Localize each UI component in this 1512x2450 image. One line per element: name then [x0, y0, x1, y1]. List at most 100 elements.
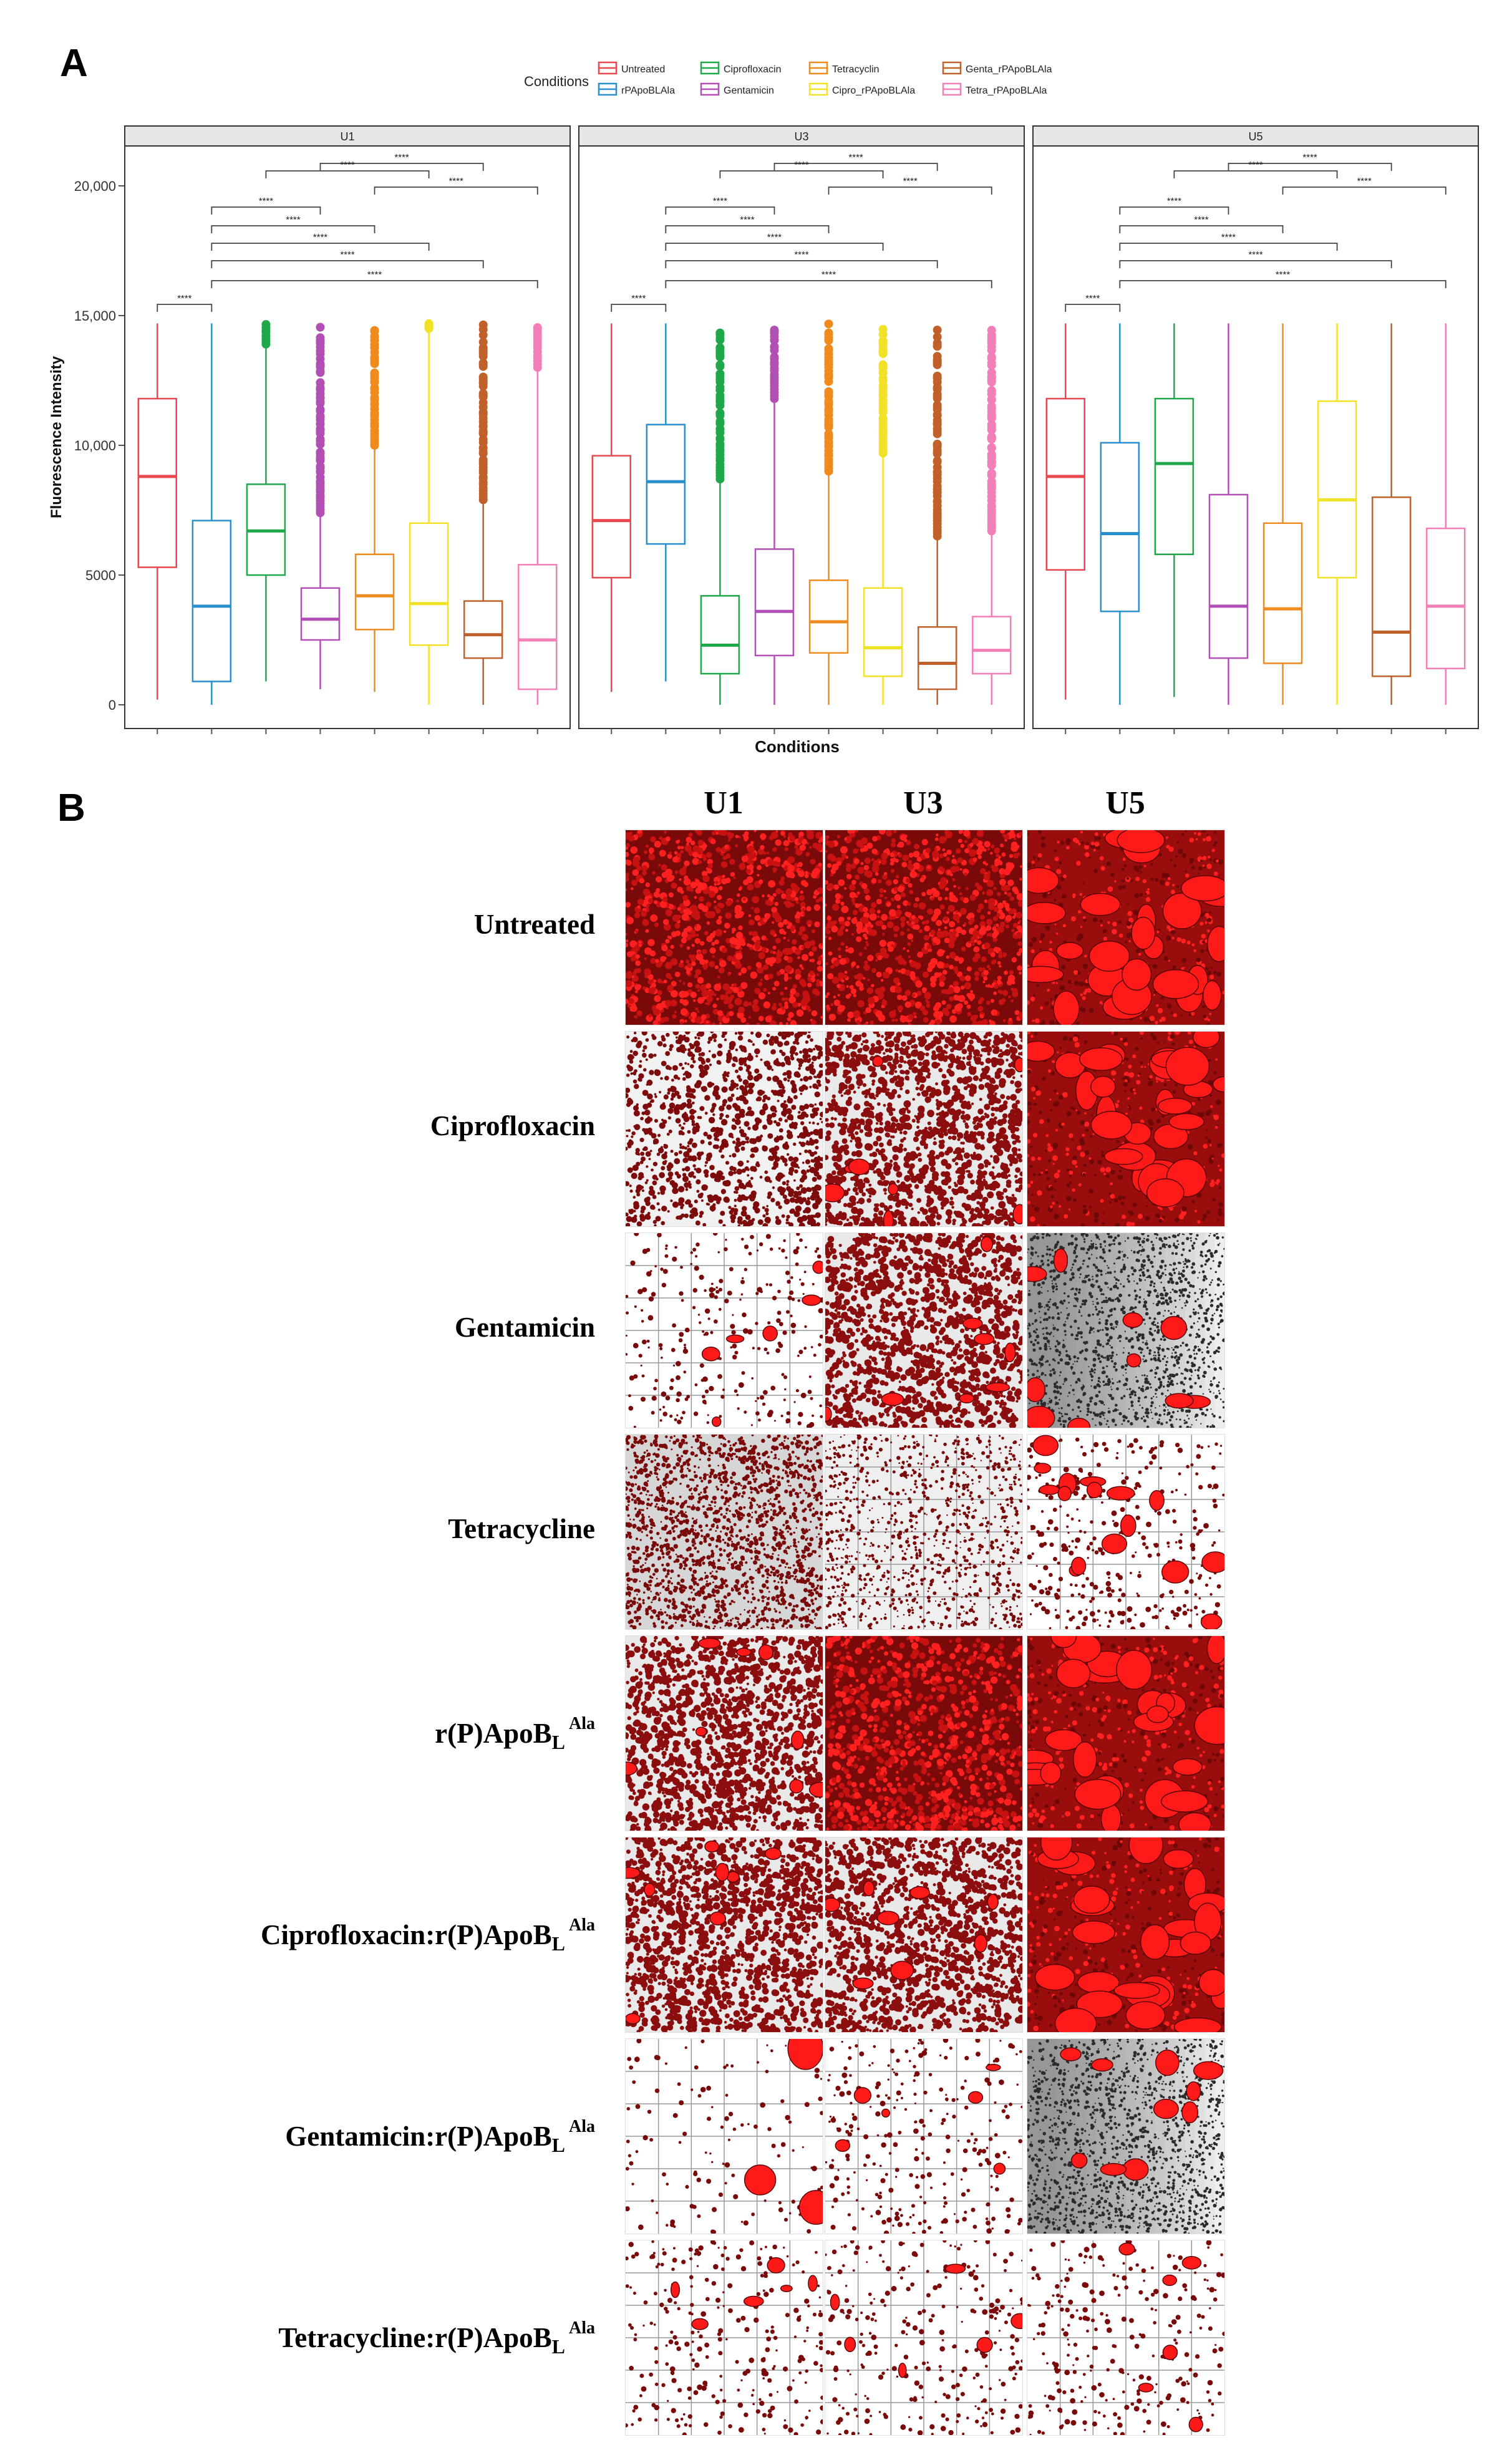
column-header-u5: U5 — [1027, 785, 1224, 821]
micrograph-image — [1027, 1636, 1224, 1831]
row-label-name: Gentamicin:r(P)ApoB — [285, 2121, 551, 2152]
outlier-point — [316, 378, 325, 387]
y-tick-label: 0 — [109, 697, 116, 713]
micrograph-image — [626, 1032, 823, 1226]
box-iqr — [191, 520, 232, 682]
bracket-line — [1119, 206, 1229, 215]
significance-stars: **** — [1221, 232, 1236, 243]
outlier-point — [987, 469, 996, 478]
significance-stars: **** — [821, 269, 836, 280]
significance-bracket: **** — [1282, 176, 1447, 195]
box-tetracyclin — [808, 319, 849, 705]
significance-bracket: **** — [319, 152, 484, 171]
significance-bracket: **** — [1119, 215, 1284, 233]
bracket-line — [665, 243, 884, 251]
micrograph-image — [825, 1435, 1022, 1629]
row-label-superscript: Ala — [569, 2117, 595, 2136]
panel-label-b: B — [57, 786, 85, 830]
significance-bracket: **** — [211, 196, 321, 215]
row-label-name: Gentamicin — [455, 1312, 595, 1343]
micrograph-image — [825, 2240, 1022, 2435]
box-iqr — [409, 522, 449, 646]
micrograph-tile — [1027, 1232, 1225, 1428]
x-axis-title: Conditions — [755, 737, 840, 756]
outlier-point — [478, 421, 488, 430]
box-genta-rpapoblala — [1371, 323, 1412, 705]
outlier-point — [987, 477, 996, 486]
facet-strip-label: U3 — [794, 130, 808, 143]
row-label-superscript: Ala — [569, 1915, 595, 1935]
box-rpapoblala — [191, 323, 232, 705]
box-iqr — [808, 579, 849, 654]
box-iqr — [754, 548, 795, 657]
significance-bracket: **** — [1173, 160, 1338, 178]
outlier-point — [987, 359, 996, 368]
outlier-point — [478, 320, 488, 329]
facet-u5: U5 **** **** **** **** **** **** **** **** **** — [1032, 125, 1479, 734]
micrograph-image — [825, 2039, 1022, 2234]
micrograph-tile — [1027, 830, 1225, 1025]
bracket-line — [157, 304, 213, 312]
outlier-point — [987, 450, 996, 459]
box-iqr — [1208, 493, 1249, 659]
box-iqr — [700, 595, 740, 675]
significance-bracket: **** — [211, 249, 484, 268]
legend-label: rPApoBLAla — [621, 85, 675, 96]
outlier-point — [316, 333, 325, 342]
box-iqr — [591, 455, 631, 579]
micrograph-tile — [625, 2240, 823, 2436]
bracket-line — [828, 186, 992, 195]
significance-stars: **** — [1194, 215, 1209, 225]
outlier-point — [878, 360, 888, 369]
significance-stars: **** — [177, 293, 192, 304]
outlier-point — [933, 373, 942, 382]
facet-panel — [1032, 145, 1479, 729]
outlier-point — [933, 355, 942, 364]
row-label: Ciprofloxacin:r(P)ApoBLAla — [261, 1915, 595, 1955]
bracket-line — [665, 260, 938, 268]
outlier-point — [370, 368, 379, 377]
outlier-point — [933, 342, 942, 351]
micrograph-image — [825, 1838, 1022, 2032]
significance-bracket: **** — [828, 176, 992, 195]
y-tick-label: 5000 — [85, 568, 116, 583]
significance-stars: **** — [713, 196, 728, 206]
outlier-point — [424, 319, 434, 328]
row-label-name: r(P)ApoB — [435, 1718, 551, 1749]
box-untreated — [1045, 323, 1085, 700]
micrograph-image — [1027, 1838, 1224, 2032]
micrograph-tile — [625, 1232, 823, 1428]
significance-stars: **** — [1085, 293, 1100, 304]
significance-stars: **** — [340, 249, 355, 260]
box-iqr — [300, 587, 341, 641]
significance-stars: **** — [448, 176, 463, 186]
micrograph-tile — [825, 1837, 1023, 2033]
legend-entry: Gentamicin — [700, 82, 774, 96]
legend-label: Cipro_rPApoBLAla — [832, 85, 915, 96]
significance-stars: **** — [1276, 269, 1291, 280]
legend-label: Tetracyclin — [832, 64, 880, 75]
significance-bracket: **** — [719, 160, 884, 178]
micrograph-tile — [1027, 1434, 1225, 1630]
box-iqr — [1154, 397, 1195, 555]
outlier-point — [715, 344, 725, 353]
box-iqr — [518, 564, 558, 690]
outlier-point — [987, 420, 996, 429]
box-cipro-rpapoblala — [863, 325, 903, 705]
legend-entry: Genta_rPApoBLAla — [942, 61, 1052, 75]
micrograph-image — [1027, 1032, 1224, 1226]
significance-stars: **** — [848, 152, 863, 163]
micrograph-tile — [625, 1635, 823, 1831]
box-rpapoblala — [1100, 323, 1140, 705]
micrograph-tile — [825, 1031, 1023, 1227]
legend-label: Untreated — [621, 64, 665, 75]
significance-stars: **** — [1302, 152, 1317, 163]
row-label-superscript: Ala — [569, 2318, 595, 2338]
significance-bracket: **** — [773, 152, 938, 171]
micrograph-image — [626, 1636, 823, 1831]
micrograph-tile — [625, 830, 823, 1025]
box-iqr — [1100, 442, 1140, 612]
bracket-line — [1173, 170, 1338, 178]
box-iqr — [354, 553, 395, 631]
micrograph-tile — [825, 1434, 1023, 1630]
